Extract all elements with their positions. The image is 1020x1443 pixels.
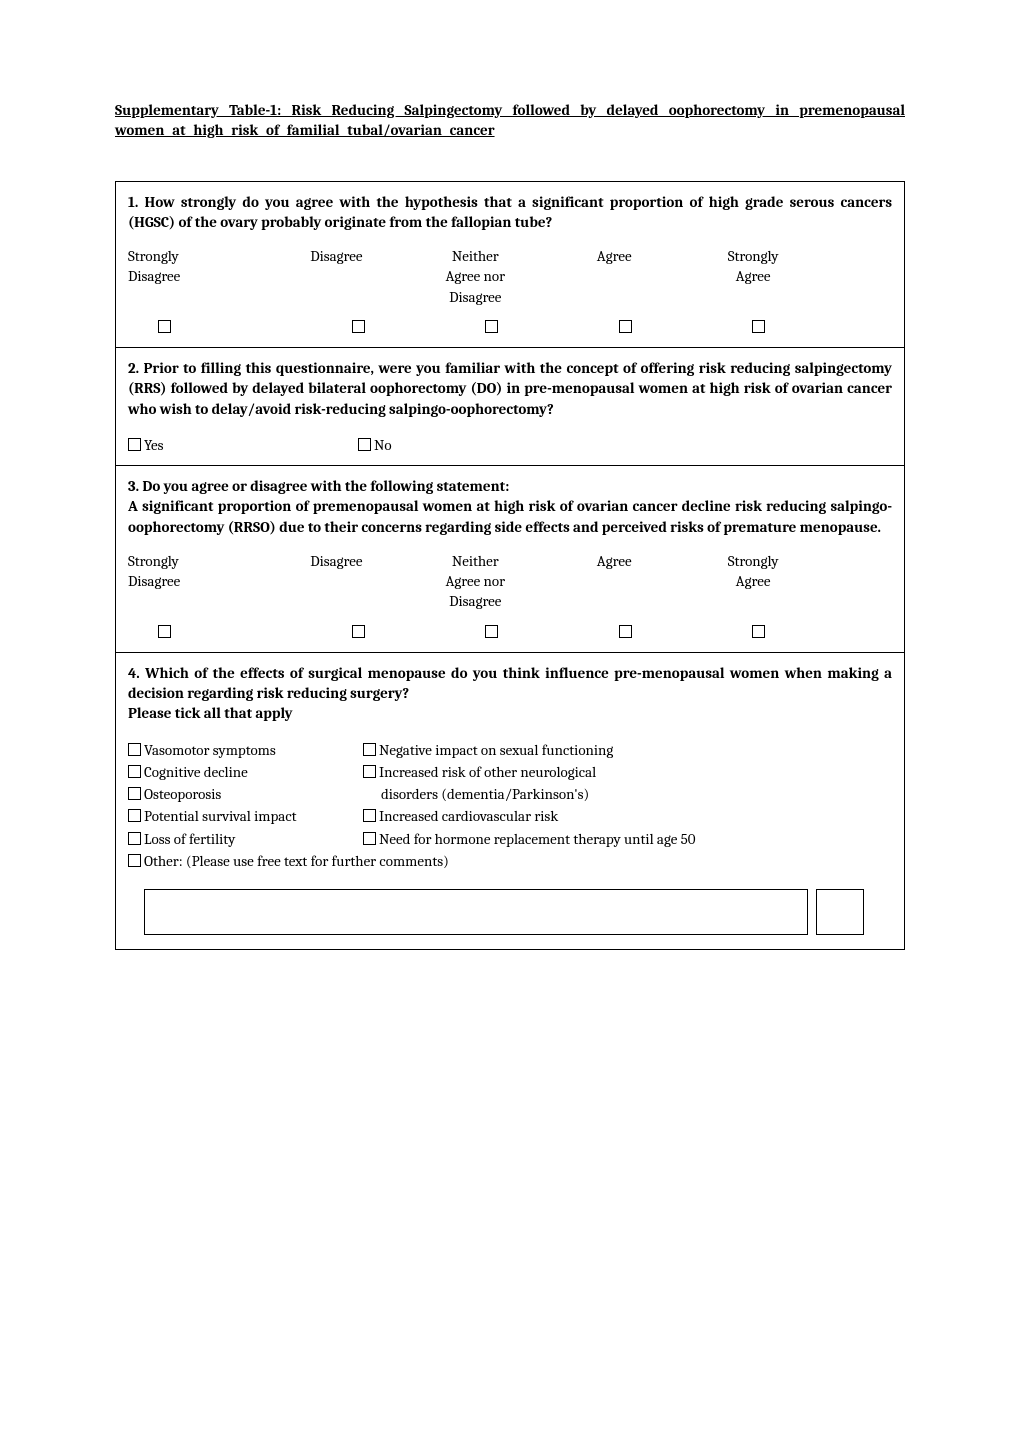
q1-checkbox-neither[interactable] — [485, 320, 498, 333]
q4-checkbox-survival[interactable] — [128, 809, 141, 822]
q1-likert-labels: StronglyDisagree Disagree NeitherAgree n… — [116, 240, 904, 311]
q4-opt-sexual[interactable]: Negative impact on sexual functioning — [363, 740, 892, 760]
q3-label-neither: NeitherAgree norDisagree — [406, 551, 545, 612]
q3-spacer — [823, 551, 892, 612]
q2-text: 2. Prior to filling this questionnaire, … — [116, 348, 904, 427]
question-2: 2. Prior to filling this questionnaire, … — [115, 348, 905, 466]
question-4: 4. Which of the effects of surgical meno… — [115, 653, 905, 950]
q1-label-strongly-disagree: StronglyDisagree — [128, 246, 267, 307]
q4-other-textbox-row — [144, 889, 864, 935]
q3-checkbox-neither[interactable] — [485, 625, 498, 638]
q4-opt-neurological-cont: disorders (dementia/Parkinson's) — [363, 784, 892, 804]
q4-checkbox-osteoporosis[interactable] — [128, 787, 141, 800]
q4-opt-neurological[interactable]: Increased risk of other neurological — [363, 762, 892, 782]
q1-label-neither: NeitherAgree norDisagree — [406, 246, 545, 307]
q4-opt-cardio[interactable]: Increased cardiovascular risk — [363, 806, 892, 826]
q2-yes-option[interactable]: Yes — [128, 435, 358, 455]
q4-opt-hrt[interactable]: Need for hormone replacement therapy unt… — [363, 829, 892, 849]
q2-yes-no-row: Yes No — [116, 427, 904, 465]
q1-checkbox-strongly-agree[interactable] — [752, 320, 765, 333]
q4-opt-cognitive[interactable]: Cognitive decline — [128, 762, 363, 782]
q3-likert-labels: StronglyDisagree Disagree NeitherAgree n… — [116, 545, 904, 616]
q4-checkbox-cardio[interactable] — [363, 809, 376, 822]
q4-text: 4. Which of the effects of surgical meno… — [116, 653, 904, 732]
q1-checkbox-row — [116, 311, 904, 347]
q2-checkbox-no[interactable] — [358, 438, 371, 451]
q2-no-option[interactable]: No — [358, 435, 392, 455]
q1-checkbox-disagree[interactable] — [352, 320, 365, 333]
q4-other-textbox-narrow[interactable] — [816, 889, 864, 935]
q4-options-list: Vasomotor symptoms Negative impact on se… — [116, 732, 904, 884]
q1-spacer — [823, 246, 892, 307]
q2-checkbox-yes[interactable] — [128, 438, 141, 451]
q1-label-strongly-agree: StronglyAgree — [684, 246, 823, 307]
q1-checkbox-agree[interactable] — [619, 320, 632, 333]
q3-checkbox-strongly-disagree[interactable] — [158, 625, 171, 638]
q3-label-strongly-agree: StronglyAgree — [684, 551, 823, 612]
q3-checkbox-row — [116, 616, 904, 652]
q4-opt-other[interactable]: Other: (Please use free text for further… — [128, 851, 449, 871]
q4-checkbox-fertility[interactable] — [128, 832, 141, 845]
q1-text: 1. How strongly do you agree with the hy… — [116, 182, 904, 241]
question-3: 3. Do you agree or disagree with the fol… — [115, 466, 905, 653]
q1-checkbox-strongly-disagree[interactable] — [158, 320, 171, 333]
q3-text: 3. Do you agree or disagree with the fol… — [116, 466, 904, 545]
q1-label-disagree: Disagree — [267, 246, 406, 307]
q3-label-agree: Agree — [545, 551, 684, 612]
q4-opt-osteoporosis[interactable]: Osteoporosis — [128, 784, 363, 804]
question-1: 1. How strongly do you agree with the hy… — [115, 181, 905, 349]
q4-checkbox-sexual[interactable] — [363, 743, 376, 756]
q4-opt-survival[interactable]: Potential survival impact — [128, 806, 363, 826]
q3-checkbox-strongly-agree[interactable] — [752, 625, 765, 638]
q4-checkbox-hrt[interactable] — [363, 832, 376, 845]
q4-checkbox-vasomotor[interactable] — [128, 743, 141, 756]
q4-opt-fertility[interactable]: Loss of fertility — [128, 829, 363, 849]
q4-checkbox-cognitive[interactable] — [128, 765, 141, 778]
document-title: Supplementary Table-1: Risk Reducing Sal… — [115, 100, 905, 141]
q3-label-strongly-disagree: StronglyDisagree — [128, 551, 267, 612]
q4-checkbox-neurological[interactable] — [363, 765, 376, 778]
q3-label-disagree: Disagree — [267, 551, 406, 612]
q3-checkbox-disagree[interactable] — [352, 625, 365, 638]
q1-label-agree: Agree — [545, 246, 684, 307]
q3-checkbox-agree[interactable] — [619, 625, 632, 638]
q4-opt-vasomotor[interactable]: Vasomotor symptoms — [128, 740, 363, 760]
q4-other-textbox-main[interactable] — [144, 889, 808, 935]
q4-checkbox-other[interactable] — [128, 854, 141, 867]
